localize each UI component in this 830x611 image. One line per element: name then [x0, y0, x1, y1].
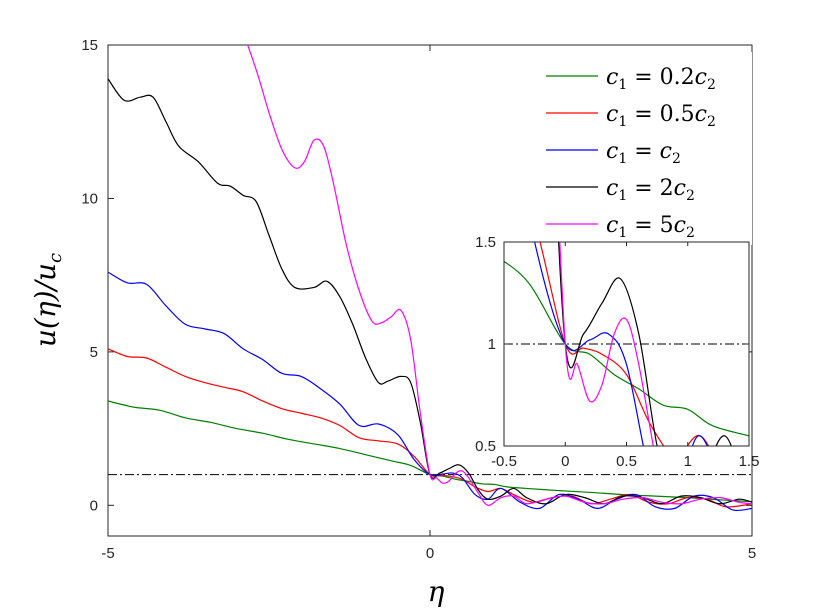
- series-line-4: [247, 45, 752, 506]
- inset-x-tick-label: 0: [561, 453, 569, 470]
- legend-label-3: c1 = 2c2: [606, 176, 695, 204]
- legend-label-0: c1 = 0.2c2: [606, 65, 716, 93]
- legend-box: [520, 52, 752, 245]
- inset-y-tick-label: 0.5: [475, 438, 496, 455]
- y-tick-label: 5: [90, 344, 98, 361]
- inset-series-group: [504, 242, 749, 446]
- legend-label-4: c1 = 5c2: [606, 213, 695, 241]
- series-line-3: [108, 78, 752, 505]
- inset-x-tick-label: 1: [684, 453, 692, 470]
- inset-x-tick-label: 0.5: [616, 453, 637, 470]
- legend-label-1: c1 = 0.5c2: [606, 102, 716, 130]
- y-axis-label: u(η)/uc: [29, 253, 66, 347]
- inset-x-tick-label: 1.5: [739, 453, 760, 470]
- legend-label-2: c1 = c2: [606, 139, 681, 167]
- y-tick-label: 0: [90, 497, 98, 514]
- inset-series-line-0: [504, 260, 749, 437]
- svg-text:u(η)/uc: u(η)/uc: [29, 253, 66, 347]
- main-series-group: [108, 45, 752, 512]
- y-tick-label: 10: [81, 190, 98, 207]
- inset-y-tick-label: 1: [488, 336, 496, 353]
- inset-series-line-4: [559, 242, 654, 446]
- inset-series-line-3: [558, 242, 732, 446]
- x-axis-label: η: [428, 575, 445, 608]
- y-axis-label-sub: c: [45, 253, 66, 263]
- x-tick-label: -5: [101, 545, 114, 562]
- x-tick-label: 0: [426, 545, 434, 562]
- y-axis-label-text: u(η)/u: [29, 263, 62, 347]
- inset-x-tick-label: -0.5: [491, 453, 517, 470]
- series-line-2: [108, 271, 752, 512]
- y-tick-label: 15: [81, 37, 98, 54]
- x-tick-label: 5: [748, 545, 756, 562]
- legend: c1 = 0.2c2 c1 = 0.5c2 c1 = c2 c1 = 2c2 c1 = …: [520, 52, 752, 245]
- inset-plot: -0.5 0 0.5 1 1.5 0.5 1 1.5: [475, 234, 760, 470]
- inset-series-line-1: [539, 242, 710, 446]
- inset-series-line-2: [534, 242, 708, 446]
- inset-y-tick-label: 1.5: [475, 234, 496, 251]
